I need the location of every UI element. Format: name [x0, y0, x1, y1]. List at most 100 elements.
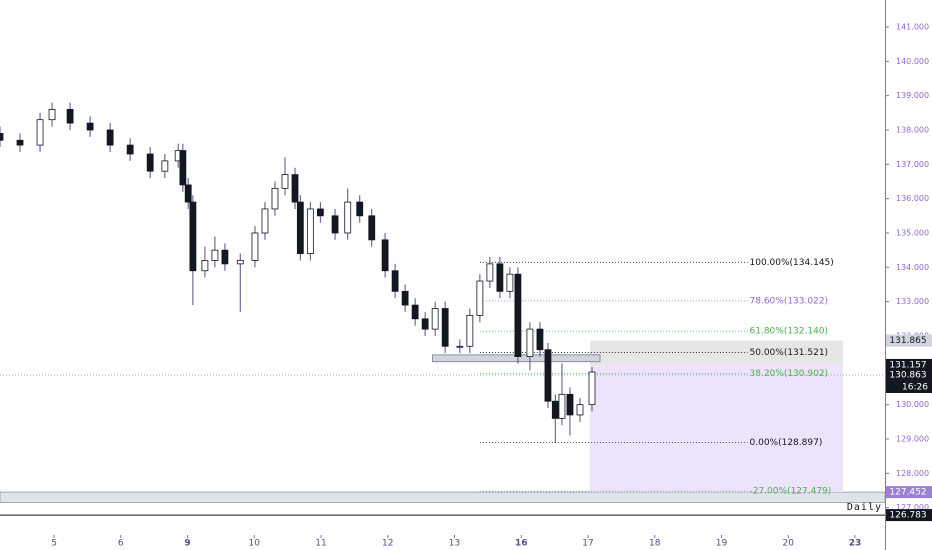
candle-body	[558, 393, 566, 419]
x-tick-label: 11	[315, 539, 326, 549]
candle-body	[544, 349, 552, 402]
y-tick-label: 138.000	[896, 125, 929, 134]
y-tick-label: 135.000	[896, 228, 929, 237]
candle-body	[146, 153, 154, 172]
price-tag-label: 130.863	[889, 371, 926, 381]
candle-body	[411, 304, 419, 320]
candle-body	[476, 280, 484, 316]
candle-body	[496, 263, 504, 292]
candle-body	[251, 232, 259, 261]
candle-body	[236, 260, 244, 265]
bottom-zone	[0, 491, 886, 503]
x-tick-label: 13	[449, 539, 460, 549]
price-tag	[886, 509, 932, 522]
candle-body	[576, 404, 584, 416]
candle-body	[486, 263, 494, 282]
target-area	[590, 364, 843, 493]
candle-body	[344, 201, 352, 234]
candle-body	[331, 215, 339, 234]
candle-body	[391, 270, 399, 292]
price-tag-label: 131.865	[889, 336, 926, 346]
candle-body	[66, 108, 74, 124]
fib-label: 0.00%(128.897)	[750, 438, 823, 448]
candle-body	[0, 133, 4, 141]
price-tag-label: 127.452	[889, 488, 926, 498]
x-tick-label: 6	[118, 539, 124, 549]
y-tick-label: 129.000	[896, 434, 929, 443]
y-tick-label: 134.000	[896, 263, 929, 272]
candle-body	[356, 201, 364, 217]
candle-body	[126, 144, 134, 155]
price-tag	[886, 358, 932, 371]
x-tick-label: 10	[249, 539, 261, 549]
y-tick-label: 139.000	[896, 91, 929, 100]
price-tag-label: 131.157	[889, 360, 926, 370]
candle-body	[16, 139, 24, 146]
candle-body	[421, 318, 429, 330]
candle-body	[261, 208, 269, 234]
candle-body	[514, 273, 522, 357]
candle-body	[106, 129, 114, 146]
y-tick-label: 130.000	[896, 400, 929, 409]
x-tick-label: 23	[849, 539, 862, 549]
candle-body	[221, 249, 229, 265]
candle-body	[441, 308, 449, 347]
y-tick-label: 136.000	[896, 194, 929, 203]
candle-body	[551, 400, 559, 419]
candle-body	[281, 174, 289, 189]
candle-body	[401, 290, 409, 306]
candle-body	[456, 345, 464, 348]
candle-body	[179, 150, 187, 186]
candle-body	[368, 215, 376, 241]
x-tick-label: 20	[782, 539, 794, 549]
y-tick-label: 141.000	[896, 22, 929, 31]
candle-body	[184, 184, 192, 203]
candle-body	[291, 174, 299, 203]
candle-body	[161, 160, 169, 172]
price-tag	[886, 486, 932, 499]
fib-label: -27.00%(127.479)	[750, 487, 832, 497]
x-tick-label: 12	[382, 539, 393, 549]
y-tick-label: 140.000	[896, 57, 929, 66]
candle-body	[36, 119, 44, 146]
candle-body	[296, 201, 304, 254]
fib-label: 78.60%(133.022)	[750, 296, 829, 306]
price-tag	[886, 369, 932, 382]
candle-body	[466, 314, 474, 347]
y-tick-label: 127.000	[896, 503, 929, 512]
candle-body	[306, 208, 314, 254]
candle-body	[201, 260, 209, 272]
candle-body	[526, 328, 534, 357]
countdown-label: 16:26	[902, 383, 928, 393]
y-tick-label: 133.000	[896, 297, 929, 306]
candle-body	[211, 249, 219, 261]
x-tick-label: 5	[51, 539, 57, 549]
price-tag	[886, 334, 932, 347]
x-tick-label: 18	[649, 539, 661, 549]
candle-body	[271, 187, 279, 210]
fib-label: 61.80%(132.140)	[750, 327, 829, 337]
stop-area	[590, 340, 843, 365]
candle-body	[431, 308, 439, 330]
interval-label: Daily	[847, 502, 882, 513]
x-tick-label: 9	[184, 539, 190, 549]
candle-body	[536, 328, 544, 351]
fib-label: 100.00%(134.145)	[750, 258, 834, 268]
fib-label: 50.00%(131.521)	[750, 348, 829, 358]
candle-body	[566, 393, 574, 416]
x-tick-label: 17	[582, 539, 593, 549]
candle-body	[381, 239, 389, 272]
y-tick-label: 137.000	[896, 160, 929, 169]
candle-body	[506, 273, 514, 292]
y-tick-label: 128.000	[896, 469, 929, 478]
candle-body	[86, 122, 94, 131]
candle-body	[588, 371, 596, 406]
candle-body	[316, 208, 324, 217]
x-tick-label: 19	[716, 539, 728, 549]
x-tick-label: 16	[515, 539, 528, 549]
price-tag-label: 126.783	[889, 511, 926, 521]
candle-body	[189, 201, 197, 272]
fib-label: 38.20%(130.902)	[750, 369, 829, 379]
candle-body	[48, 108, 56, 121]
